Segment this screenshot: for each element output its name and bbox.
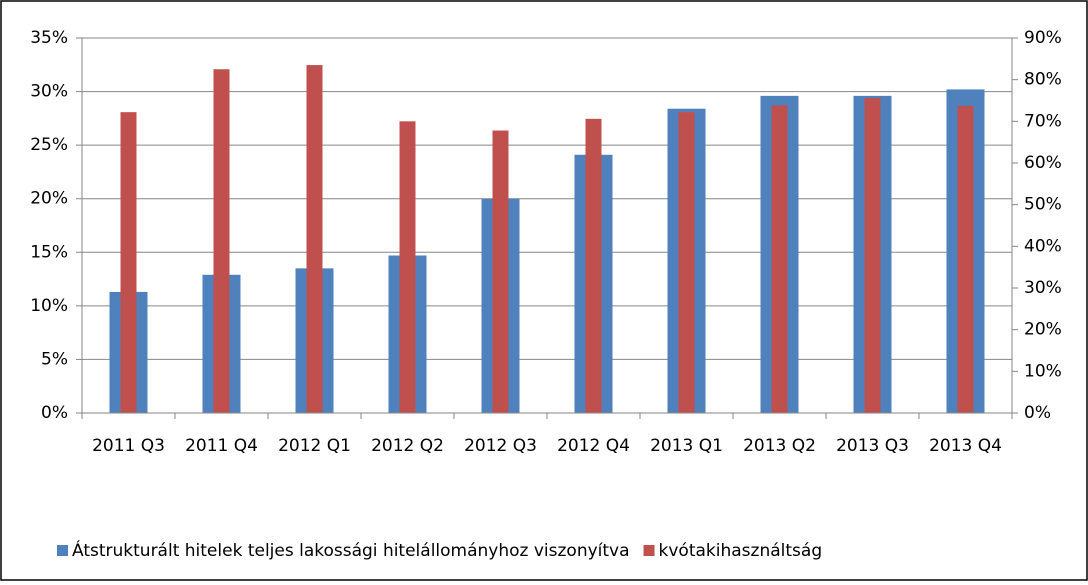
- bar: [957, 105, 974, 414]
- legend-swatch: [643, 545, 655, 556]
- x-tick-label: 2013 Q4: [929, 436, 1002, 456]
- y-tick-label: 5%: [41, 349, 68, 369]
- x-tick-label: 2012 Q2: [371, 436, 444, 456]
- x-tick-label: 2012 Q4: [557, 436, 630, 456]
- y2-tick-label: 30%: [1024, 278, 1062, 298]
- x-tick-label: 2013 Q3: [836, 436, 909, 456]
- y-tick-label: 0%: [41, 403, 68, 423]
- legend-label: Átstrukturált hitelek teljes lakossági h…: [72, 539, 630, 561]
- bar: [585, 118, 602, 413]
- x-tick-label: 2011 Q4: [185, 436, 258, 456]
- y-tick-label: 10%: [30, 296, 68, 316]
- legend-swatch: [57, 545, 68, 556]
- x-tick-label: 2013 Q2: [743, 436, 816, 456]
- y2-tick-label: 70%: [1024, 111, 1062, 131]
- y2-tick-label: 20%: [1024, 320, 1062, 340]
- y-tick-label: 15%: [30, 242, 68, 262]
- bar: [213, 69, 230, 413]
- x-tick-label: 2012 Q1: [278, 436, 351, 456]
- x-tick-label: 2011 Q3: [92, 436, 165, 456]
- y2-tick-label: 40%: [1024, 236, 1062, 256]
- y2-tick-label: 90%: [1024, 28, 1062, 48]
- bar: [306, 65, 323, 413]
- bar: [678, 112, 695, 414]
- x-tick-label: 2013 Q1: [650, 436, 723, 456]
- y2-tick-label: 50%: [1024, 195, 1062, 215]
- y-tick-label: 30%: [30, 82, 68, 102]
- bar: [399, 121, 416, 413]
- bar: [120, 112, 137, 414]
- y2-tick-label: 80%: [1024, 70, 1062, 90]
- bar: [771, 105, 788, 413]
- y2-tick-label: 0%: [1024, 403, 1051, 423]
- y-tick-label: 35%: [30, 28, 68, 48]
- y-tick-label: 20%: [30, 189, 68, 209]
- legend-label: kvótakihasználtság: [659, 541, 823, 561]
- y-tick-label: 25%: [30, 135, 68, 155]
- bar: [864, 98, 881, 413]
- y2-tick-label: 10%: [1024, 361, 1062, 381]
- y2-tick-label: 60%: [1024, 153, 1062, 173]
- bar: [492, 130, 509, 413]
- x-tick-label: 2012 Q3: [464, 436, 537, 456]
